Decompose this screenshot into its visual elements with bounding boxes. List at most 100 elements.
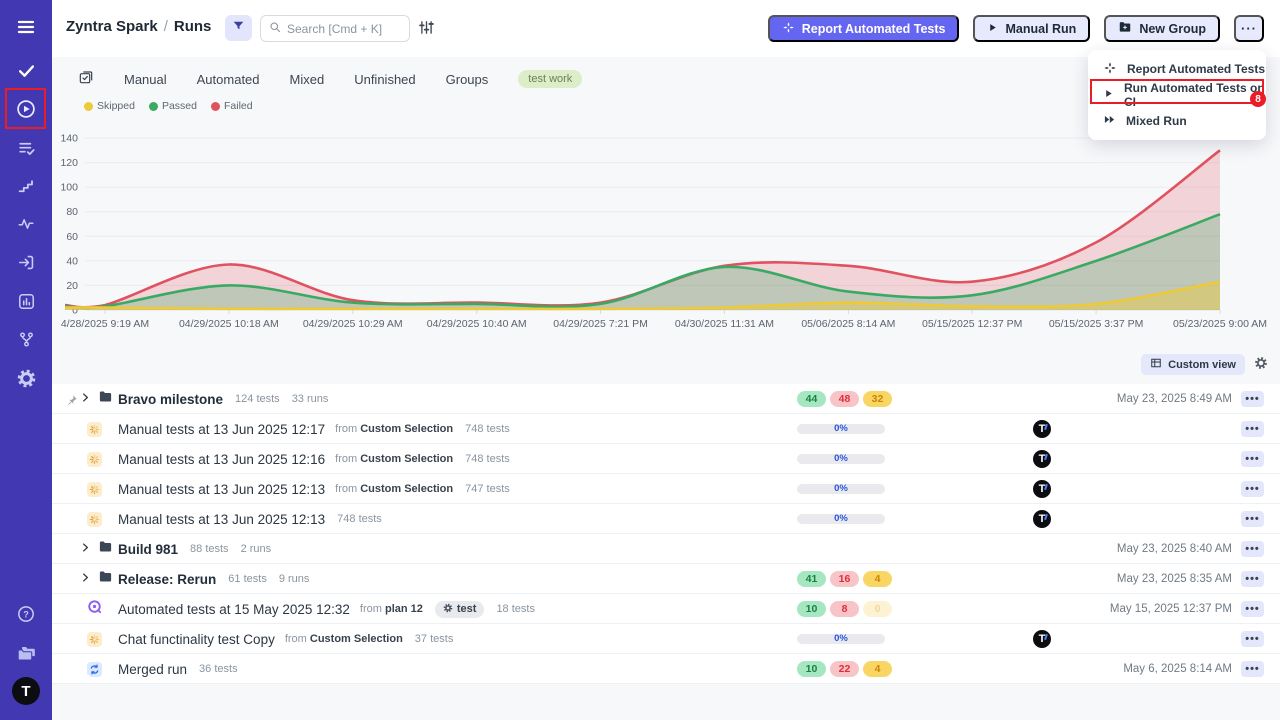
- run-row[interactable]: Manual tests at 13 Jun 2025 12:16 from Cu…: [52, 444, 1280, 474]
- svg-text:140: 140: [60, 133, 78, 145]
- svg-text:120: 120: [60, 157, 78, 169]
- expand-chevron-icon[interactable]: [80, 540, 91, 558]
- view-settings-gear-icon[interactable]: [1254, 356, 1268, 375]
- list-check-icon[interactable]: [0, 133, 52, 163]
- folders-icon[interactable]: [0, 638, 52, 668]
- help-icon[interactable]: ?: [0, 599, 52, 629]
- manual-run-button[interactable]: Manual Run: [973, 15, 1091, 42]
- svg-text:20: 20: [66, 280, 78, 292]
- tab-mixed[interactable]: Mixed: [289, 71, 325, 87]
- failed-badge: 8: [830, 601, 859, 617]
- select-all-icon[interactable]: [78, 69, 94, 90]
- steps-icon[interactable]: [0, 171, 52, 201]
- run-row[interactable]: Merged run 36 tests 10 22 4 May 6, 2025 8:14 …: [52, 654, 1280, 684]
- run-title[interactable]: Manual tests at 13 Jun 2025 12:16: [118, 451, 326, 467]
- run-title[interactable]: Merged run: [118, 661, 188, 677]
- tab-automated[interactable]: Automated: [196, 71, 260, 87]
- pin-icon: [66, 393, 78, 411]
- svg-text:?: ?: [23, 609, 29, 619]
- expand-chevron-icon[interactable]: [80, 570, 91, 588]
- workspace-logo[interactable]: T: [0, 676, 52, 706]
- run-title[interactable]: Manual tests at 13 Jun 2025 12:13: [118, 511, 326, 527]
- run-meta: 748 tests: [337, 513, 382, 525]
- svg-text:04/30/2025 11:31 AM: 04/30/2025 11:31 AM: [675, 318, 774, 330]
- run-timestamp: May 23, 2025 8:35 AM: [1116, 573, 1232, 585]
- menu-item-report-automated-tests[interactable]: Report Automated Tests: [1088, 56, 1266, 82]
- row-more-button[interactable]: •••: [1241, 481, 1264, 497]
- svg-text:100: 100: [60, 182, 78, 194]
- import-icon[interactable]: [0, 247, 52, 277]
- progress-value: 0%: [834, 513, 848, 524]
- run-row[interactable]: Chat functinality test Copy from Custom S…: [52, 624, 1280, 654]
- run-meta: 748 tests: [465, 453, 510, 465]
- skipped-badge: 32: [863, 391, 892, 407]
- assignee-avatar[interactable]: T: [1033, 630, 1051, 648]
- row-more-button[interactable]: •••: [1241, 511, 1264, 527]
- menu-item-mixed-run[interactable]: Mixed Run: [1088, 108, 1266, 134]
- row-more-button[interactable]: •••: [1241, 391, 1264, 407]
- row-more-button[interactable]: •••: [1241, 601, 1264, 617]
- failed-dot-icon: [210, 101, 220, 111]
- run-title[interactable]: Build 981: [118, 541, 179, 557]
- assignee-avatar[interactable]: T: [1033, 450, 1051, 468]
- search-box[interactable]: [260, 15, 410, 42]
- group-row[interactable]: Build 981 88 tests 2 runs May 23, 2025 8:40…: [52, 534, 1280, 564]
- bar-chart-icon[interactable]: [0, 286, 52, 316]
- group-row[interactable]: Bravo milestone 124 tests 33 runs 44 48 32 May…: [52, 384, 1280, 414]
- run-meta: 88 tests: [190, 543, 229, 555]
- row-more-button[interactable]: •••: [1241, 571, 1264, 587]
- passed-badge: 10: [797, 601, 826, 617]
- group-row[interactable]: Release: Rerun 61 tests 9 runs 41 16 4 May 23,…: [52, 564, 1280, 594]
- report-automated-tests-button[interactable]: Report Automated Tests: [767, 15, 960, 42]
- row-more-button[interactable]: •••: [1241, 451, 1264, 467]
- svg-text:0: 0: [72, 305, 78, 317]
- run-row[interactable]: Manual tests at 13 Jun 2025 12:17 from Cu…: [52, 414, 1280, 444]
- gear-icon: [443, 603, 453, 616]
- run-title[interactable]: Bravo milestone: [118, 391, 224, 407]
- header-actions: Report Automated Tests Manual Run New Gr…: [767, 15, 1264, 42]
- adjustments-icon[interactable]: [418, 19, 435, 41]
- skipped-badge: 4: [863, 571, 892, 587]
- run-title[interactable]: Automated tests at 15 May 2025 12:32: [118, 601, 350, 617]
- row-more-button[interactable]: •••: [1241, 661, 1264, 677]
- tab-groups[interactable]: Groups: [445, 71, 489, 87]
- filter-button[interactable]: [225, 15, 252, 41]
- menu-item-run-automated-tests-on-ci[interactable]: Run Automated Tests on CI: [1088, 81, 1266, 109]
- assignee-avatar[interactable]: T: [1033, 420, 1051, 438]
- search-input[interactable]: [287, 21, 397, 36]
- row-more-button[interactable]: •••: [1241, 541, 1264, 557]
- breadcrumb-project[interactable]: Zyntra Spark: [66, 18, 158, 35]
- progress-value: 0%: [834, 633, 848, 644]
- svg-text:4/28/2025 9:19 AM: 4/28/2025 9:19 AM: [61, 318, 149, 330]
- run-meta: 2 runs: [240, 543, 272, 555]
- gear-icon[interactable]: [0, 363, 52, 393]
- run-title[interactable]: Release: Rerun: [118, 571, 217, 587]
- play-circle-icon[interactable]: [0, 94, 52, 124]
- run-row[interactable]: Automated tests at 15 May 2025 12:32 from…: [52, 594, 1280, 624]
- menu-icon[interactable]: [0, 12, 52, 42]
- branch-icon[interactable]: [0, 324, 52, 354]
- run-title[interactable]: Manual tests at 13 Jun 2025 12:17: [118, 421, 326, 437]
- check-icon[interactable]: [0, 55, 52, 85]
- row-more-button[interactable]: •••: [1241, 631, 1264, 647]
- run-tag[interactable]: test: [434, 600, 485, 618]
- run-meta: 747 tests: [465, 483, 510, 495]
- result-badges: 44 48 32: [797, 391, 892, 407]
- tab-manual[interactable]: Manual: [124, 71, 167, 87]
- run-row[interactable]: Manual tests at 13 Jun 2025 12:13 748 tes…: [52, 504, 1280, 534]
- run-meta: 124 tests: [235, 393, 280, 405]
- activity-icon[interactable]: [0, 209, 52, 239]
- expand-chevron-icon[interactable]: [80, 390, 91, 408]
- run-title[interactable]: Manual tests at 13 Jun 2025 12:13: [118, 481, 326, 497]
- filter-tag-test-work[interactable]: test work: [518, 70, 583, 88]
- new-group-button[interactable]: New Group: [1104, 15, 1220, 42]
- run-row[interactable]: Manual tests at 13 Jun 2025 12:13 from Cu…: [52, 474, 1280, 504]
- assignee-avatar[interactable]: T: [1033, 480, 1051, 498]
- more-actions-button[interactable]: ···: [1234, 15, 1264, 42]
- custom-view-button[interactable]: Custom view: [1141, 354, 1245, 375]
- tab-unfinished[interactable]: Unfinished: [354, 71, 416, 87]
- row-more-button[interactable]: •••: [1241, 421, 1264, 437]
- run-title[interactable]: Chat functinality test Copy: [118, 631, 275, 647]
- svg-text:04/29/2025 10:40 AM: 04/29/2025 10:40 AM: [427, 318, 527, 330]
- assignee-avatar[interactable]: T: [1033, 510, 1051, 528]
